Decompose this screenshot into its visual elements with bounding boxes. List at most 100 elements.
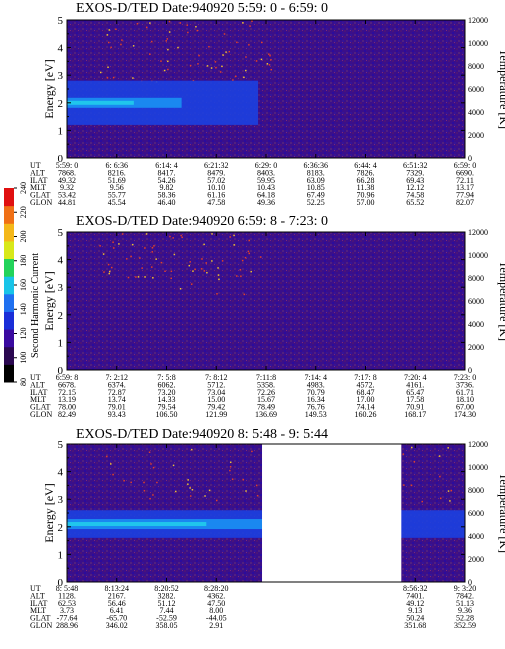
speckle [143,481,145,484]
speckle [229,236,231,238]
y-axis-label: Energy [eV] [42,483,56,542]
ephemeris-value: 78.00 [58,403,76,412]
speckle [166,38,169,40]
ephemeris-value: 51.13 [456,599,474,608]
ephemeris-value: 5358. [257,380,275,389]
y-tick-label: 4 [58,255,64,267]
y2-tick-label: 10000 [468,39,488,48]
speckle [248,239,250,242]
ephemeris-value: -65.70 [106,614,127,623]
speckle [130,255,132,258]
ephemeris-value: 3736. [456,380,474,389]
ephemeris-value: 47.58 [207,198,225,207]
speckle [206,65,209,67]
ephemeris-value: 53.42 [58,191,76,200]
speckle [243,76,245,79]
ephemeris-value: 72.87 [108,388,126,397]
speckle [249,25,251,27]
speckle [151,251,153,253]
speckle [175,490,177,493]
speckle [167,60,169,63]
ephemeris-value: 44.81 [58,198,76,207]
ephemeris-row-label: GLAT [30,614,51,623]
speckle [245,490,247,492]
speckle [190,448,193,451]
speckle [132,77,134,79]
ephemeris-value: 8403. [257,168,275,177]
speckle [198,54,200,57]
speckle [439,497,442,500]
y2-tick-label: 4000 [468,320,484,329]
colorbar-swatch [4,346,14,365]
ephemeris-value: 79.01 [108,403,126,412]
ephemeris-value: 58.36 [158,191,176,200]
speckle [232,79,234,81]
spectrogram-panel-1: EXOS-D/TED Date:940920 5:59: 0 - 6:59: 0… [30,1,505,207]
y2-tick-label: 2000 [468,131,484,140]
y-tick-label: 5 [58,439,64,451]
ephemeris-value: 3282. [158,591,176,600]
ephemeris-value: 17.58 [406,395,424,404]
speckle [136,22,139,25]
speckle [240,275,242,277]
speckle [203,270,206,272]
ephemeris-value: 149.53 [305,410,327,419]
colorbar-swatch [4,258,14,277]
speckle [217,274,220,276]
ephemeris-value: 74.58 [406,191,424,200]
speckle [139,257,141,259]
speckle [111,266,113,269]
speckle [233,244,235,246]
ephemeris-value: 6:44: 4 [354,161,376,170]
speckle [225,51,227,53]
colorbar-swatch [4,311,14,330]
speckle [250,270,252,273]
ephemeris-value: 4161. [406,380,424,389]
speckle [151,266,153,268]
speckle [270,59,272,61]
y2-axis-label: Temperature [K] [497,473,505,553]
ephemeris-value: 70.91 [406,403,424,412]
speckle [169,235,171,238]
spectrogram-panel-2: EXOS-D/TED Date:940920 6:59: 8 - 7:23: 0… [30,214,505,419]
ephemeris-value: 78.49 [257,403,275,412]
ephemeris-value: 7329. [406,168,424,177]
speckle [208,489,211,492]
speckle [438,455,441,457]
ephemeris-value: 13.74 [108,395,126,404]
speckle [255,60,258,62]
ephemeris-value: 9.36 [458,606,472,615]
ephemeris-row-label: GLON [30,621,52,630]
speckle [236,41,238,44]
speckle [450,489,453,492]
colorbar-tick-label: 140 [19,303,28,315]
speckle [149,497,151,500]
ephemeris-value: 62.53 [58,599,76,608]
speckle [123,479,125,482]
speckle [206,271,208,274]
y2-tick-label: 6000 [468,509,484,518]
speckle [108,270,111,273]
speckle [102,253,105,255]
colorbar-title: Second Harmonic Current [30,253,41,358]
speckle [170,270,173,273]
ephemeris-value: 7:23: 0 [454,373,476,382]
speckle [211,260,213,262]
speckle [439,475,441,478]
speckle [165,40,167,42]
speckle [115,28,117,31]
ephemeris-value: 4362. [207,591,225,600]
speckle [170,277,172,280]
speckle [229,461,232,464]
y-tick-label: 0 [58,153,64,165]
ephemeris-value: 7.44 [160,606,174,615]
speckle [110,463,112,465]
colorbar-tick-label: 120 [19,328,28,340]
ephemeris-value: 63.09 [307,176,325,185]
speckle [192,270,194,272]
speckle [228,50,231,53]
ephemeris-value: 73.20 [158,388,176,397]
ephemeris-value: 6678. [58,380,76,389]
ephemeris-value: 8216. [108,168,126,177]
speckle [145,233,148,235]
